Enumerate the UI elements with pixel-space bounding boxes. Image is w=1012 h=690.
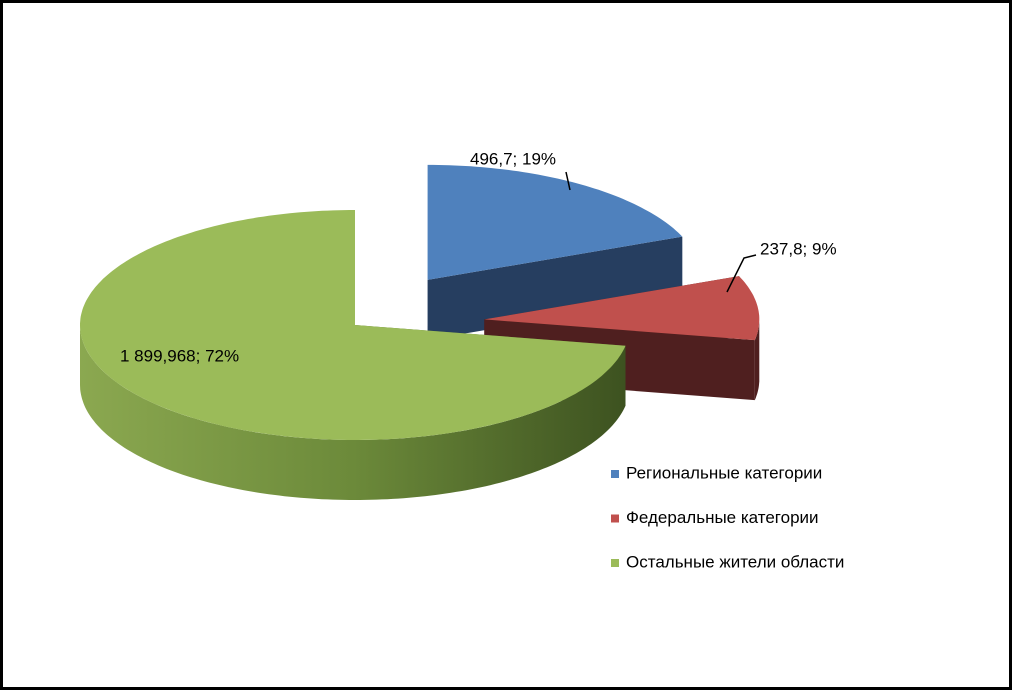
- data-label: 496,7; 19%: [470, 149, 556, 168]
- legend-label: Федеральные категории: [626, 508, 819, 527]
- slice: [484, 276, 760, 341]
- data-label: 1 899,968; 72%: [120, 346, 239, 365]
- slice-wall: [427, 236, 683, 340]
- data-label: 237,8; 9%: [760, 239, 837, 258]
- slice-side: [80, 325, 626, 500]
- slice-side: [754, 319, 760, 401]
- slice: [80, 210, 626, 440]
- legend-label: Региональные категории: [626, 463, 822, 482]
- legend-swatch: [611, 514, 619, 523]
- leader-line: [726, 254, 757, 293]
- legend-swatch: [611, 470, 619, 478]
- legend-label: Остальные жители области: [626, 552, 844, 571]
- leader-line: [565, 171, 571, 191]
- legend-swatch: [611, 559, 619, 567]
- slice: [427, 164, 683, 280]
